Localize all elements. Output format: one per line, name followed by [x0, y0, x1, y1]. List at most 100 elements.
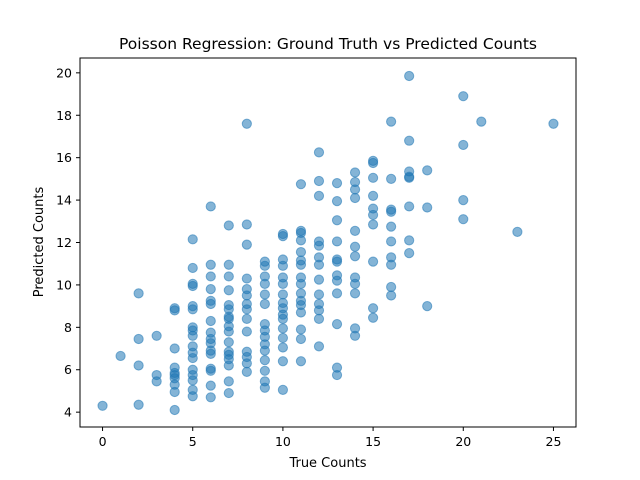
data-point: [295, 179, 307, 190]
data-point: [133, 288, 144, 299]
data-point: [187, 301, 198, 312]
data-point: [97, 400, 108, 411]
data-point: [133, 333, 144, 345]
data-point: [223, 285, 234, 296]
data-point: [277, 356, 289, 367]
data-point: [205, 363, 216, 374]
data-point: [295, 288, 307, 299]
data-point: [259, 355, 270, 366]
x-tick-label: 0: [99, 434, 107, 449]
data-point: [331, 236, 343, 247]
data-point: [187, 234, 198, 245]
data-point: [277, 272, 289, 283]
data-point: [223, 376, 234, 387]
data-point: [349, 192, 361, 204]
data-point: [386, 204, 397, 215]
data-point: [277, 289, 289, 300]
data-point: [331, 254, 343, 265]
y-tick-label: 16: [56, 150, 72, 165]
data-point: [313, 341, 325, 352]
data-point: [259, 256, 270, 267]
data-point: [313, 190, 325, 201]
data-point: [386, 173, 397, 184]
data-point: [367, 219, 379, 230]
data-point: [386, 281, 397, 293]
data-point: [367, 203, 379, 214]
data-point: [115, 350, 126, 362]
data-point: [476, 116, 487, 127]
axes-frame: [79, 57, 577, 428]
data-point: [169, 343, 180, 354]
data-point: [187, 384, 198, 395]
data-point: [404, 166, 415, 177]
data-point: [277, 384, 289, 395]
data-point: [259, 365, 270, 376]
data-point: [331, 178, 343, 189]
data-point: [313, 147, 325, 158]
data-point: [367, 172, 379, 183]
data-point: [349, 176, 361, 188]
x-tick-label: 10: [275, 434, 291, 449]
data-point: [187, 322, 198, 333]
data-point: [386, 290, 397, 301]
data-point: [241, 284, 252, 295]
data-point: [259, 298, 270, 310]
data-point: [404, 201, 415, 212]
data-point: [313, 289, 325, 300]
y-tick-label: 8: [64, 320, 72, 335]
data-point: [241, 346, 252, 357]
data-point: [223, 271, 234, 282]
data-point: [277, 254, 289, 265]
data-point: [295, 246, 307, 258]
data-point: [422, 301, 433, 312]
y-tick-label: 18: [56, 108, 72, 123]
data-point: [205, 284, 216, 295]
data-point: [349, 225, 361, 236]
data-point: [386, 252, 397, 263]
data-point: [331, 319, 343, 330]
data-point: [404, 70, 415, 82]
data-point: [241, 118, 252, 129]
data-point: [313, 175, 325, 187]
data-point: [404, 248, 415, 259]
data-point: [241, 366, 252, 377]
data-point: [277, 323, 289, 334]
data-point: [241, 326, 252, 337]
data-point: [367, 256, 379, 267]
data-point: [331, 196, 343, 207]
data-point: [241, 313, 252, 324]
points-layer: [97, 70, 559, 416]
y-tick-label: 14: [56, 193, 72, 208]
y-tick-label: 10: [56, 277, 72, 292]
data-point: [205, 380, 216, 391]
data-point: [205, 327, 216, 338]
data-point: [277, 332, 289, 344]
y-axis-label: Predicted Counts: [32, 187, 47, 298]
data-point: [313, 236, 325, 247]
data-point: [404, 235, 415, 246]
data-point: [349, 288, 361, 299]
data-point: [349, 251, 361, 262]
data-point: [331, 270, 343, 281]
x-tick-label: 25: [546, 434, 562, 449]
data-point: [205, 392, 216, 403]
data-point: [512, 226, 523, 237]
data-point: [349, 167, 361, 178]
data-point: [313, 274, 325, 285]
data-point: [367, 155, 379, 166]
data-point: [241, 298, 252, 310]
data-point: [404, 135, 415, 146]
data-point: [422, 165, 433, 176]
data-point: [295, 225, 307, 236]
data-point: [223, 299, 234, 311]
data-point: [205, 295, 216, 306]
data-point: [187, 364, 198, 375]
data-point: [151, 330, 162, 341]
chart-title: Poisson Regression: Ground Truth vs Pred…: [119, 35, 537, 53]
data-point: [349, 323, 361, 334]
data-point: [205, 201, 216, 212]
data-point: [205, 315, 216, 327]
data-point: [331, 362, 343, 373]
data-point: [259, 289, 270, 300]
data-point: [386, 236, 397, 247]
